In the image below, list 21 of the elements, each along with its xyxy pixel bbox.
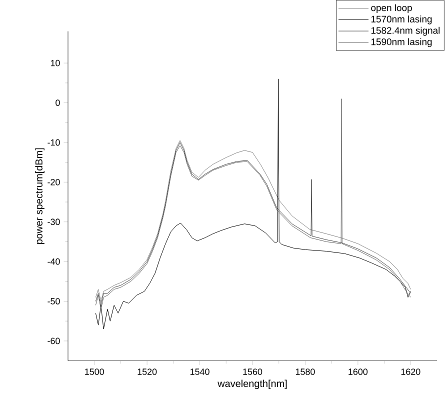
y-tick-label: -50 [48, 298, 60, 305]
x-tick-label: 1600 [348, 368, 368, 376]
y-tick-label: 0 [56, 100, 60, 106]
x-tick-label: 1580 [296, 368, 315, 376]
x-tick-label: 1540 [190, 368, 210, 376]
legend-label: 1582.4nm signal [371, 26, 440, 36]
x-tick-label: 1560 [243, 368, 262, 376]
y-tick-label: -30 [48, 218, 60, 226]
y-tick-label: -20 [48, 179, 60, 186]
legend-label: 1570nm lasing [371, 16, 432, 24]
y-tick-label: -40 [48, 258, 60, 265]
legend-label: 1590nm lasing [371, 38, 432, 48]
y-tick-label: 10 [50, 60, 60, 66]
y-tick-label: -10 [48, 139, 60, 146]
y-axis-title: power spectrum[dBm] [35, 148, 44, 244]
x-axis-title: wavelength[nm] [218, 380, 287, 390]
y-tick-label: -60 [48, 338, 60, 344]
x-tick-label: 1620 [401, 368, 420, 376]
legend-label: open loop [371, 4, 412, 14]
x-tick-label: 1500 [85, 368, 104, 376]
x-tick-label: 1520 [138, 368, 157, 376]
